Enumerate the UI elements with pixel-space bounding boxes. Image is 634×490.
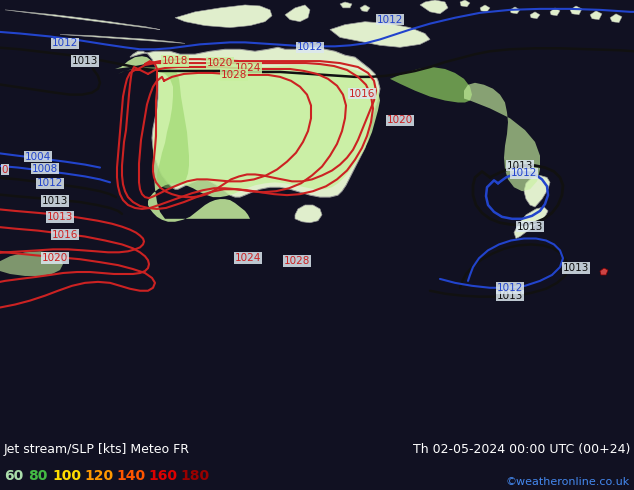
Text: 1013: 1013 (497, 291, 523, 301)
Text: 1013: 1013 (47, 212, 73, 222)
Text: 1008: 1008 (32, 164, 58, 173)
Polygon shape (340, 2, 352, 8)
Text: 1012: 1012 (511, 169, 537, 178)
Text: 180: 180 (180, 469, 209, 483)
Polygon shape (550, 8, 560, 16)
Text: 140: 140 (116, 469, 145, 483)
Text: 1012: 1012 (52, 38, 78, 49)
Polygon shape (600, 268, 608, 275)
Text: 1018: 1018 (162, 56, 188, 66)
Text: 0: 0 (2, 165, 8, 174)
Polygon shape (175, 5, 272, 27)
Text: 1028: 1028 (221, 70, 247, 80)
Polygon shape (480, 5, 490, 12)
Polygon shape (464, 83, 540, 191)
Polygon shape (514, 207, 548, 239)
Polygon shape (360, 5, 370, 12)
Text: 1013: 1013 (563, 263, 589, 273)
Text: 160: 160 (148, 469, 177, 483)
Text: 1020: 1020 (387, 115, 413, 125)
Polygon shape (285, 5, 310, 22)
Polygon shape (5, 10, 160, 29)
Polygon shape (530, 12, 540, 19)
Text: 60: 60 (4, 469, 23, 483)
Polygon shape (130, 47, 380, 197)
Text: 1012: 1012 (37, 178, 63, 188)
Text: 1013: 1013 (517, 221, 543, 232)
Text: 80: 80 (28, 469, 48, 483)
Polygon shape (295, 205, 322, 223)
Text: 1012: 1012 (497, 283, 523, 293)
Text: 1013: 1013 (72, 56, 98, 66)
Text: Th 02-05-2024 00:00 UTC (00+24): Th 02-05-2024 00:00 UTC (00+24) (413, 443, 630, 456)
Polygon shape (590, 11, 602, 20)
Text: 1016: 1016 (52, 230, 78, 240)
Polygon shape (390, 67, 472, 102)
Text: 1020: 1020 (207, 58, 233, 68)
Polygon shape (524, 175, 550, 207)
Text: 120: 120 (84, 469, 113, 483)
Polygon shape (330, 22, 430, 48)
Text: 1004: 1004 (25, 152, 51, 162)
Polygon shape (115, 56, 380, 222)
Text: 1013: 1013 (507, 161, 533, 171)
Polygon shape (420, 0, 448, 14)
Polygon shape (570, 6, 582, 15)
Polygon shape (460, 0, 470, 7)
Text: 1016: 1016 (349, 89, 375, 98)
Polygon shape (610, 14, 622, 23)
Text: 100: 100 (52, 469, 81, 483)
Text: 1012: 1012 (297, 42, 323, 52)
Text: ©weatheronline.co.uk: ©weatheronline.co.uk (506, 477, 630, 487)
Text: 1024: 1024 (235, 63, 261, 73)
Text: 1013: 1013 (42, 196, 68, 206)
Text: 1028: 1028 (284, 256, 310, 266)
Text: Jet stream/SLP [kts] Meteo FR: Jet stream/SLP [kts] Meteo FR (4, 443, 190, 456)
Text: 1024: 1024 (235, 253, 261, 263)
Polygon shape (118, 67, 189, 188)
Text: 1012: 1012 (377, 15, 403, 24)
Polygon shape (0, 251, 63, 276)
Text: 1020: 1020 (42, 253, 68, 263)
Polygon shape (510, 7, 520, 14)
Polygon shape (60, 34, 185, 44)
